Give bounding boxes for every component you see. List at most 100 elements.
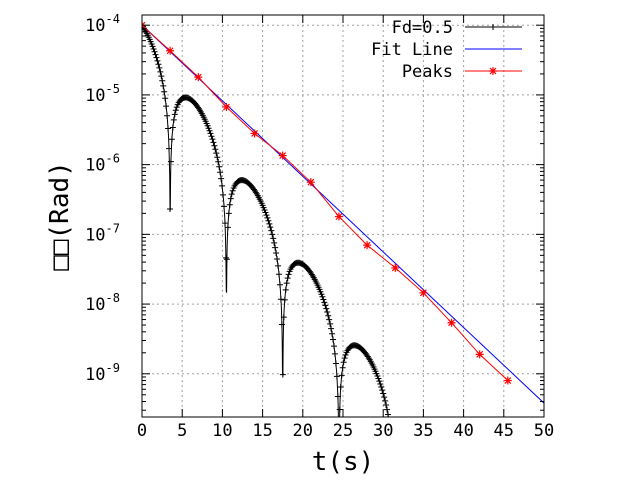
signal-point [321,299,328,306]
plot-area [142,21,544,417]
signal-point [217,169,224,176]
signal-point [326,316,333,323]
signal-point [220,191,227,198]
x-tick-label: 35 [413,421,433,441]
peak-point [194,73,203,82]
signal-point [327,320,334,327]
signal-point [228,191,235,198]
x-tick-label: 45 [494,421,514,441]
signal-point [173,104,180,111]
signal-point [266,220,273,227]
signal-point [158,73,165,80]
signal-point [209,136,216,143]
signal-point [227,195,234,202]
signal-point [319,293,326,300]
signal-point [281,296,288,303]
signal-point [341,355,348,362]
signal-point [375,375,382,382]
peak-point [419,288,428,297]
signal-point [165,125,172,132]
signal-point [225,210,232,217]
signal-point [205,125,212,132]
x-tick-label: 15 [252,421,272,441]
signal-point [167,158,174,165]
peak-point [250,129,259,138]
signal-point [229,187,236,194]
signal-point [161,88,168,95]
signal-point [333,373,340,380]
peak-point [222,103,231,112]
peak-point [391,263,400,272]
peak-point [447,318,456,327]
signal-point [339,364,346,371]
signal-point [274,255,281,262]
signal-point [269,231,276,238]
signal-point [329,330,336,337]
x-tick-label: 50 [534,421,554,441]
signal-point [377,381,384,388]
signal-point [307,269,314,276]
grid [142,15,544,417]
signal-point [374,372,381,379]
y-tick-label: 10-5 [85,82,120,106]
peak-point [475,350,484,359]
peak-point [334,212,343,221]
signal-point [152,51,159,58]
legend-label: Fd=0.5 [392,18,453,38]
signal-point [155,61,162,68]
x-axis-label: t(s) [312,447,375,477]
signal-point [338,372,345,379]
legend-label: Peaks [402,62,453,82]
signal-point [340,359,347,366]
signal-point [219,182,226,189]
signal-point [164,112,171,119]
signal-point [267,224,274,231]
signal-markers [142,22,392,417]
signal-point [163,103,170,110]
signal-point [283,280,290,287]
signal-point [273,249,280,256]
signal-point [383,402,390,409]
signal-point [382,397,389,404]
signal-point [322,302,329,309]
axis-ticks: 0 5 10 15 20 25 30 35 40 45 50 10-4 10-5 10-6 10-7 10-8… [85,12,554,441]
signal-point [285,271,292,278]
signal-point [221,220,228,227]
peaks-line [142,24,509,381]
signal-point [276,281,283,288]
signal-point [323,305,330,312]
peak-point [166,46,175,55]
signal-point [221,203,228,210]
signal-point [218,175,225,182]
legend-label: Fit Line [371,40,453,60]
signal-point [376,378,383,385]
y-tick-label: 10-7 [85,221,120,245]
signal-point [162,95,169,102]
signal-point [168,136,175,143]
y-tick-label: 10-6 [85,152,120,176]
signal-point [207,130,214,137]
signal-point [214,154,221,161]
signal-point [251,187,258,194]
signal-point [280,314,287,321]
signal-point [264,214,271,221]
signal-point [324,309,331,316]
signal-point [222,254,229,261]
y-axis-label: □□(Rad) [45,161,75,271]
peak-point [306,178,315,187]
y-tick-label: 10-4 [85,12,120,36]
signal-point [331,350,338,357]
signal-point [206,127,213,134]
signal-point [378,383,385,390]
signal-point [279,371,286,378]
x-tick-label: 10 [212,421,232,441]
x-tick-label: 5 [177,421,187,441]
signal-point [172,107,179,114]
signal-point [330,336,337,343]
signal-point [170,116,177,123]
signal-point [149,43,156,50]
signal-point [159,77,166,84]
signal-point [211,142,218,149]
